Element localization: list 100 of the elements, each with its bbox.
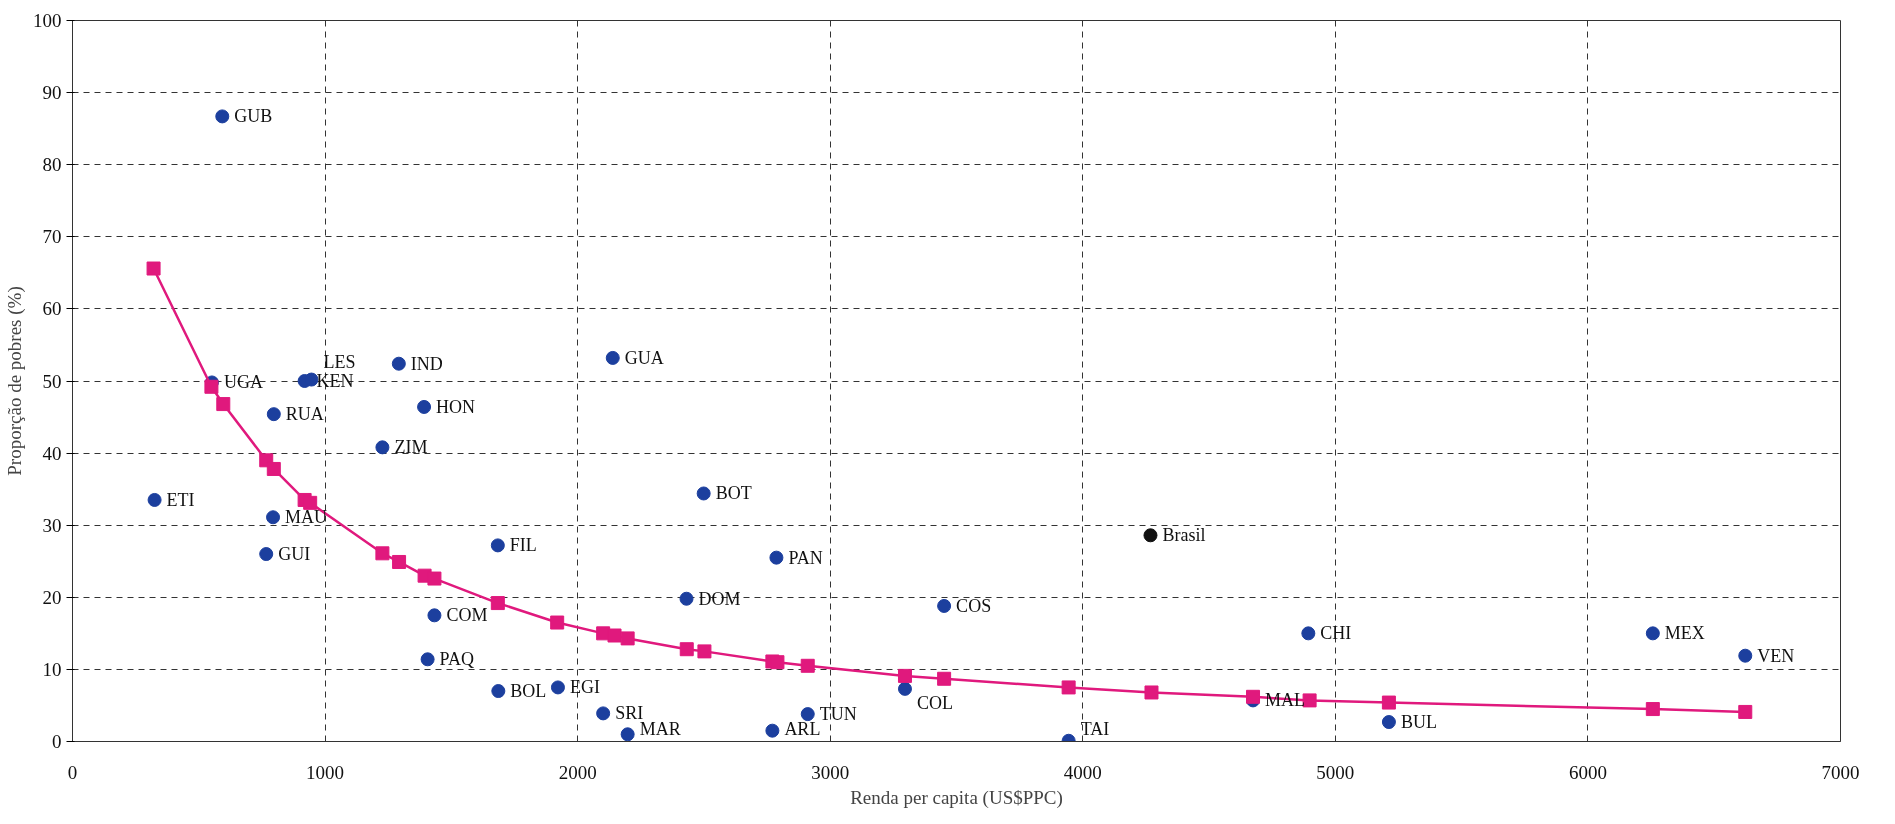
point [697,644,712,659]
point [1301,626,1316,641]
annotation: MAU [285,507,328,528]
x-tick-label: 6000 [1568,761,1607,783]
point [769,550,784,565]
y-tick-label: 10 [42,658,62,680]
point [937,598,952,613]
point [490,596,505,611]
point [800,658,815,673]
point [1645,702,1660,717]
y-tick-label: 80 [42,154,62,176]
x-tick-label: 7000 [1821,761,1860,783]
point [427,608,442,623]
point [215,109,230,124]
annotation: MEX [1664,623,1705,644]
point [303,495,318,510]
point [1738,648,1753,663]
point [800,707,815,722]
point [696,486,711,501]
point [1143,528,1158,543]
point [1645,626,1660,641]
point [420,652,435,667]
point [620,631,635,646]
annotation: BOT [715,483,752,504]
point [765,723,780,738]
y-tick-label: 30 [42,514,62,536]
annotation: LES [323,351,356,372]
point [897,668,912,683]
y-tick-label: 20 [42,586,62,608]
point [259,547,274,562]
annotation: TAI [1080,719,1110,740]
annotation: MAR [639,719,681,740]
point [1061,680,1076,695]
annotation: IND [410,353,443,374]
annotation: ARL [784,719,821,740]
point [147,492,162,507]
point [679,591,694,606]
y-tick-label: 70 [42,226,62,248]
annotation: FIL [509,535,537,556]
point [1381,695,1396,710]
annotation: ZIM [394,437,428,458]
point [1246,689,1261,704]
point [607,628,622,643]
point [427,571,442,586]
y-tick-label: 90 [42,82,62,104]
y-tick-label: 0 [52,731,62,752]
x-tick-label: 0 [67,761,78,783]
annotation: GUI [278,544,311,565]
annotation: Brasil [1162,525,1206,546]
point [392,554,407,569]
annotation: BUL [1400,712,1437,733]
x-tick-label: 1000 [306,761,345,783]
point [375,546,390,561]
annotation: GUB [234,106,273,127]
point [770,655,785,670]
annotation: DOM [698,588,741,609]
point [679,642,694,657]
point [596,706,611,721]
annotation: COS [956,595,992,616]
annotation: EGI [569,677,600,698]
x-axis-title: Renda per capita (US$PPC) [850,786,1063,809]
point [620,727,635,742]
annotation: KEN [316,371,354,391]
y-tick-label: 100 [33,10,62,31]
point [937,671,952,686]
point [491,684,506,699]
point [266,510,281,525]
annotation: TUN [819,704,857,725]
point [146,261,161,276]
y-axis-title: Proporção de pobres (%) [4,286,26,476]
point [605,350,620,365]
annotation: VEN [1757,645,1795,666]
x-tick-label: 2000 [558,761,597,783]
point [490,538,505,553]
y-tick-label: 40 [42,442,62,464]
point [1381,715,1396,730]
annotation: BOL [510,681,547,702]
point [216,397,231,412]
annotation: CHI [1320,623,1352,644]
point [204,379,219,394]
annotation: HON [436,396,476,417]
point [417,399,432,414]
y-tick-label: 50 [42,370,62,392]
point [550,680,565,695]
point [1144,685,1159,700]
point [391,356,406,371]
annotation: PAN [788,547,823,568]
annotation: COM [446,605,488,626]
annotation: PAQ [439,649,474,670]
point [897,681,912,696]
annotation: ETI [166,489,195,510]
annotation: GUA [624,347,664,368]
annotation: COL [916,692,953,713]
annotation: UGA [223,372,263,393]
point [375,440,390,455]
x-tick-label: 5000 [1316,761,1355,783]
x-tick-label: 3000 [811,761,850,783]
point [266,461,281,476]
point [266,407,281,422]
point [1738,704,1753,719]
